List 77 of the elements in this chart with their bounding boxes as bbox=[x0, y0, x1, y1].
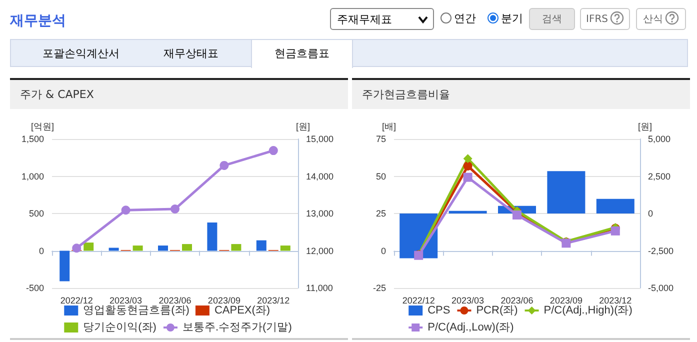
bar bbox=[84, 242, 94, 251]
legend-label: 당기순이익(좌) bbox=[83, 322, 156, 334]
bar bbox=[132, 246, 143, 251]
bar bbox=[547, 171, 586, 214]
x-tick-label: 2023/06 bbox=[158, 296, 192, 306]
y2-tick-label: 11,000 bbox=[306, 283, 333, 293]
point bbox=[463, 154, 472, 164]
point bbox=[268, 146, 278, 156]
y-tick-label: -500 bbox=[26, 283, 44, 293]
bar bbox=[158, 246, 168, 251]
text: 주재무제표 bbox=[330, 8, 434, 30]
y-tick-label: 0 bbox=[38, 246, 44, 256]
bar bbox=[207, 222, 218, 251]
text: 분기 bbox=[500, 11, 523, 27]
point bbox=[610, 226, 620, 236]
text: 검색 bbox=[529, 8, 575, 30]
y2-tick-label: 2,500 bbox=[648, 171, 671, 182]
text: 포괄손익계산서 bbox=[42, 46, 120, 62]
text: IFRS bbox=[580, 8, 630, 30]
y-tick-label: 1,000 bbox=[21, 171, 44, 182]
bar bbox=[182, 244, 192, 251]
y-tick-label: 500 bbox=[28, 208, 44, 218]
y-tick-label: 75 bbox=[376, 134, 386, 144]
x-tick-label: 2023/03 bbox=[452, 296, 484, 306]
x-tick-label: 2023/12 bbox=[599, 296, 632, 306]
text: 재무분석 bbox=[10, 12, 66, 30]
point bbox=[121, 206, 130, 215]
x-tick-label: 2023/03 bbox=[110, 296, 142, 306]
point bbox=[170, 204, 180, 214]
y2-tick-label: 12,000 bbox=[306, 246, 334, 256]
y-axis-title: [배] bbox=[382, 122, 396, 132]
text: 재무상태표 bbox=[162, 46, 220, 62]
y-tick-label: -25 bbox=[372, 283, 386, 293]
bar bbox=[231, 244, 242, 251]
y2-tick-label: 14,000 bbox=[306, 171, 334, 182]
y-tick-label: 50 bbox=[376, 171, 386, 182]
legend-label: 영업활동현금흐름(좌) bbox=[83, 304, 190, 316]
y2-axis-title: [원] bbox=[638, 122, 652, 132]
chart-title: 주가 & CAPEX bbox=[10, 80, 348, 109]
legend-label: P/C(Adj.,High)(좌) bbox=[544, 304, 632, 316]
legend-label: CAPEX(좌) bbox=[214, 304, 270, 316]
y2-axis-title: [원] bbox=[296, 122, 310, 132]
text: 연간 bbox=[453, 11, 476, 27]
y2-tick-label: 13,000 bbox=[306, 208, 334, 218]
bar bbox=[448, 210, 487, 214]
y-tick-label: 0 bbox=[380, 246, 386, 256]
point bbox=[512, 210, 522, 220]
y-tick-label: 1,500 bbox=[21, 134, 44, 144]
x-tick-label: 2023/09 bbox=[550, 296, 582, 306]
x-tick-label: 2022/12 bbox=[60, 296, 93, 306]
x-tick-label: 2022/12 bbox=[402, 296, 435, 306]
x-tick-label: 2023/09 bbox=[208, 296, 240, 306]
y2-tick-label: 5,000 bbox=[648, 134, 671, 144]
bar bbox=[596, 198, 634, 214]
bar bbox=[280, 246, 290, 251]
legend-label: 보통주.수정주가(기말) bbox=[182, 322, 292, 334]
x-tick-label: 2023/06 bbox=[500, 296, 534, 306]
point bbox=[220, 160, 229, 170]
bar bbox=[60, 250, 70, 282]
y2-tick-label: -5,000 bbox=[648, 283, 674, 293]
y2-tick-label: 15,000 bbox=[306, 134, 334, 144]
bar bbox=[256, 240, 266, 251]
text: 산식 bbox=[636, 8, 686, 30]
bar bbox=[108, 248, 119, 251]
legend-label: PCR(좌) bbox=[476, 304, 518, 316]
point bbox=[72, 244, 82, 253]
legend-label: CPS bbox=[428, 304, 450, 316]
y2-tick-label: 0 bbox=[648, 208, 654, 218]
legend-label: P/C(Adj.,Low)(좌) bbox=[428, 322, 514, 334]
x-tick-label: 2023/12 bbox=[257, 296, 290, 306]
y2-tick-label: -2,500 bbox=[648, 246, 674, 256]
point bbox=[463, 161, 472, 170]
chart-title: 주가현금흐름비율 bbox=[352, 80, 690, 109]
y-axis-title: [억원] bbox=[30, 122, 54, 132]
y-tick-label: 25 bbox=[376, 208, 386, 218]
point bbox=[463, 172, 472, 182]
text: 현금흐름표 bbox=[251, 39, 353, 68]
